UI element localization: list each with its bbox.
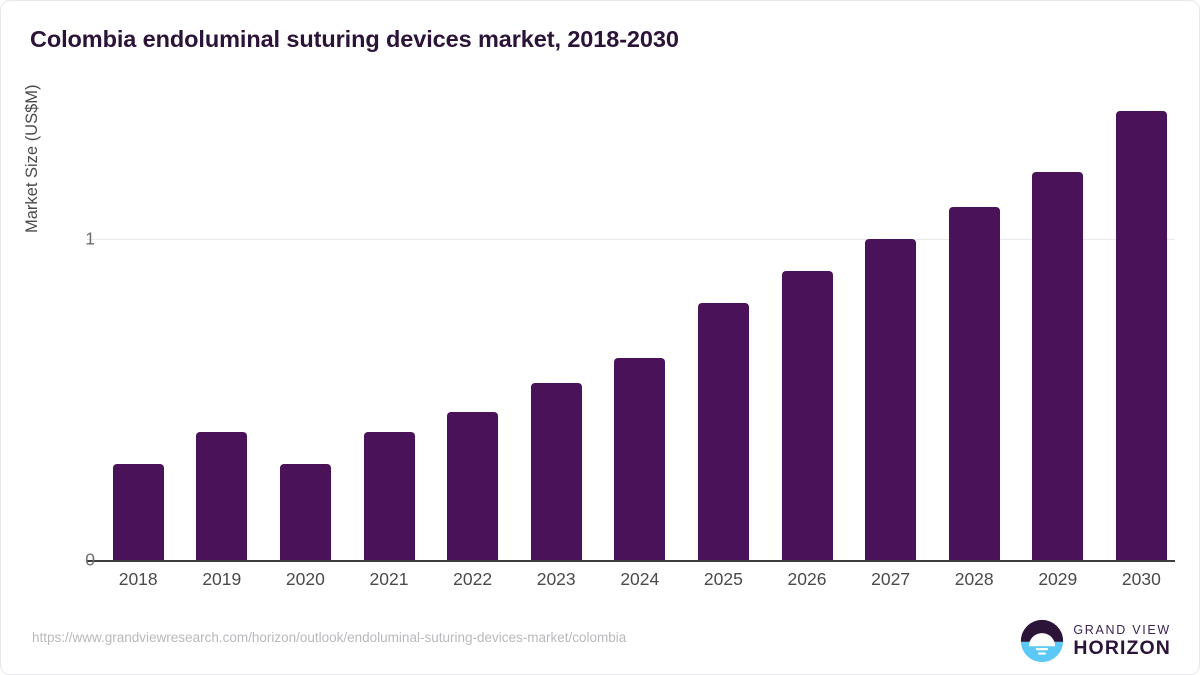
logo-text: GRAND VIEW HORIZON xyxy=(1073,622,1171,659)
x-axis-tick-2028: 2028 xyxy=(954,569,994,589)
brand-logo[interactable]: GRAND VIEW HORIZON xyxy=(1020,619,1171,663)
logo-text-horizon: HORIZON xyxy=(1073,637,1171,659)
x-axis-tick-2023: 2023 xyxy=(536,569,576,589)
bar-2022[interactable] xyxy=(447,412,499,560)
y-axis-title: Market Size (US$M) xyxy=(23,84,41,233)
x-axis-tick-2022: 2022 xyxy=(453,569,493,589)
x-axis-tick-2020: 2020 xyxy=(285,569,325,589)
bar-2030[interactable] xyxy=(1115,110,1167,560)
x-axis-tick-2029: 2029 xyxy=(1038,569,1078,589)
gridline xyxy=(87,239,1175,240)
bar-2018[interactable] xyxy=(112,463,164,560)
bar-2023[interactable] xyxy=(530,383,582,560)
bar-2026[interactable] xyxy=(781,271,833,560)
plot-area: 2018 2019 2020 2021 2022 2023 2024 2025 2026 2027… xyxy=(87,91,1175,589)
bar-2024[interactable] xyxy=(614,357,666,560)
x-axis-tick-2027: 2027 xyxy=(871,569,911,589)
logo-text-grand-view: GRAND VIEW xyxy=(1073,622,1171,637)
x-axis-tick-2021: 2021 xyxy=(369,569,409,589)
bar-2027[interactable] xyxy=(865,239,917,560)
bar-2021[interactable] xyxy=(363,431,415,560)
bar-2025[interactable] xyxy=(697,303,749,560)
bar-2020[interactable] xyxy=(279,463,331,560)
x-axis-tick-2025: 2025 xyxy=(703,569,743,589)
bar-2019[interactable] xyxy=(196,431,248,560)
x-axis-tick-2019: 2019 xyxy=(202,569,242,589)
page-title: Colombia endoluminal suturing devices ma… xyxy=(30,26,679,52)
y-axis-tick-1: 1 xyxy=(85,228,95,249)
horizon-logo-icon xyxy=(1021,619,1064,663)
x-axis-tick-2026: 2026 xyxy=(787,569,827,589)
bar-2029[interactable] xyxy=(1032,171,1084,560)
y-axis-tick-0: 0 xyxy=(85,549,95,570)
bar-2028[interactable] xyxy=(948,206,1000,560)
x-axis-tick-2018: 2018 xyxy=(118,569,158,589)
x-axis-tick-2024: 2024 xyxy=(620,569,660,589)
x-axis-line xyxy=(87,560,1175,562)
source-url[interactable]: https://www.grandviewresearch.com/horizo… xyxy=(32,630,627,645)
x-axis-tick-2030: 2030 xyxy=(1121,569,1161,589)
